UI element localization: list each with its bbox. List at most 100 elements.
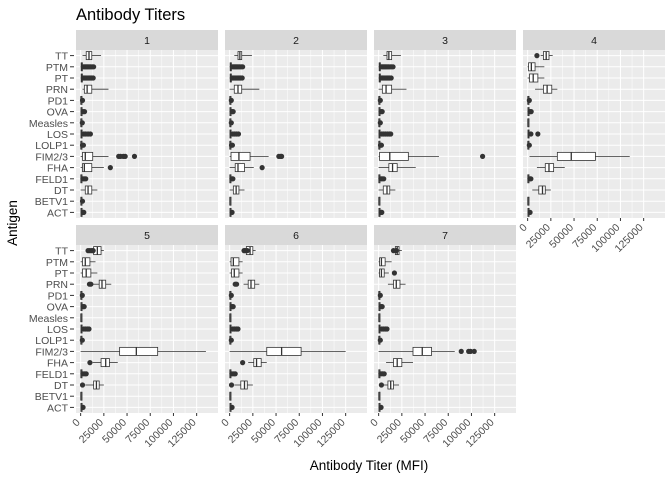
outlier-point: [259, 165, 265, 171]
boxplot-betv1: [80, 391, 83, 401]
outlier-point: [526, 97, 532, 103]
outlier-point: [229, 142, 236, 148]
box: [379, 257, 386, 267]
boxplot-tt: [383, 51, 401, 61]
outlier-point: [235, 131, 242, 137]
outlier-point: [378, 404, 384, 410]
boxplot-pt: [378, 73, 394, 83]
outlier-point: [228, 120, 234, 126]
outlier-point: [234, 281, 240, 287]
boxplot-ova: [80, 302, 87, 312]
facet-panels: TTPTMPTPRNPD1OVAMeaslesLOSLOLP1FIM2/3FHA…: [29, 30, 665, 450]
outlier-point: [377, 120, 383, 126]
outlier-point: [81, 304, 87, 310]
boxplot-act: [80, 207, 87, 217]
y-tick-label: DT: [54, 380, 69, 392]
box: [379, 151, 409, 161]
outlier-point: [79, 292, 85, 298]
box: [230, 257, 240, 267]
y-tick-label: OVA: [47, 302, 68, 314]
boxplot-betv1: [229, 196, 232, 206]
boxplot-ptm: [80, 257, 96, 267]
y-tick-label: FIM2/3: [35, 151, 68, 163]
box: [82, 151, 94, 161]
outlier-point: [87, 131, 93, 137]
box: [253, 358, 262, 368]
boxplot-act: [378, 207, 385, 217]
boxplot-pd1: [79, 290, 85, 300]
outlier-point: [230, 304, 236, 310]
boxplot-prn: [229, 84, 260, 94]
boxplot-prn: [86, 279, 112, 289]
x-tick-label: 25000: [226, 417, 255, 446]
boxplot-ova: [80, 107, 88, 117]
facet-strip-label: 7: [442, 230, 448, 242]
boxplot-los: [378, 129, 394, 139]
y-tick-label: PT: [55, 73, 69, 85]
boxplot-feld1: [80, 369, 89, 379]
x-tick-label: 25000: [375, 417, 404, 446]
x-tick-label: 25000: [524, 222, 553, 251]
x-tick-label: 25000: [77, 417, 106, 446]
box: [82, 163, 93, 173]
facet-strip: [76, 225, 218, 245]
boxplot-pd1: [377, 95, 383, 105]
outlier-point: [228, 97, 234, 103]
boxplot-los: [80, 324, 92, 334]
boxplot-fim23: [229, 151, 285, 161]
outlier-point: [79, 382, 86, 388]
boxplot-prn: [387, 279, 406, 289]
x-tick-label: 50000: [398, 417, 427, 446]
facet-strip: [225, 225, 367, 245]
outlier-point: [479, 153, 486, 159]
facet-panel-2: 2: [225, 30, 367, 218]
boxplot-dt: [378, 185, 396, 195]
outlier-point: [393, 248, 399, 254]
outlier-point: [79, 97, 86, 103]
outlier-point: [384, 326, 390, 332]
boxplot-feld1: [378, 174, 387, 184]
outlier-point: [80, 404, 86, 410]
boxplot-los: [378, 324, 390, 334]
outlier-point: [81, 209, 87, 215]
outlier-point: [90, 248, 96, 254]
y-tick-label: PD1: [48, 95, 69, 107]
outlier-point: [91, 64, 97, 70]
boxplot-betv1: [378, 391, 381, 401]
y-tick-label: FHA: [47, 358, 68, 370]
boxplot-betv1: [527, 196, 530, 206]
box: [556, 151, 596, 161]
boxplot-fha: [536, 163, 565, 173]
boxplot-pt: [527, 73, 545, 83]
outlier-point: [526, 142, 532, 148]
boxplot-pt: [229, 73, 245, 83]
boxplot-tt: [534, 51, 553, 61]
outlier-point: [232, 371, 238, 377]
boxplot-measles: [80, 313, 83, 323]
boxplot-act: [80, 402, 86, 412]
facet-strip: [76, 30, 218, 50]
facet-strip-label: 6: [293, 230, 299, 242]
boxplot-measles: [377, 118, 383, 128]
outlier-point: [379, 209, 385, 215]
outlier-point: [471, 348, 477, 354]
outlier-point: [381, 371, 387, 377]
outlier-point: [528, 131, 534, 137]
boxplot-fha: [386, 358, 413, 368]
boxplot-prn: [535, 84, 558, 94]
outlier-point: [80, 142, 87, 148]
boxplot-feld1: [527, 174, 534, 184]
boxplot-act: [229, 207, 235, 217]
facet-strip: [523, 30, 665, 50]
y-tick-label: PRN: [46, 279, 68, 291]
boxplot-act: [527, 207, 533, 217]
boxplot-ova: [527, 107, 534, 117]
outlier-point: [379, 304, 385, 310]
box: [119, 346, 159, 356]
outlier-point: [381, 176, 387, 182]
y-tick-label: LOS: [47, 324, 68, 336]
outlier-point: [228, 337, 234, 343]
y-tick-label: BETV1: [35, 391, 68, 403]
